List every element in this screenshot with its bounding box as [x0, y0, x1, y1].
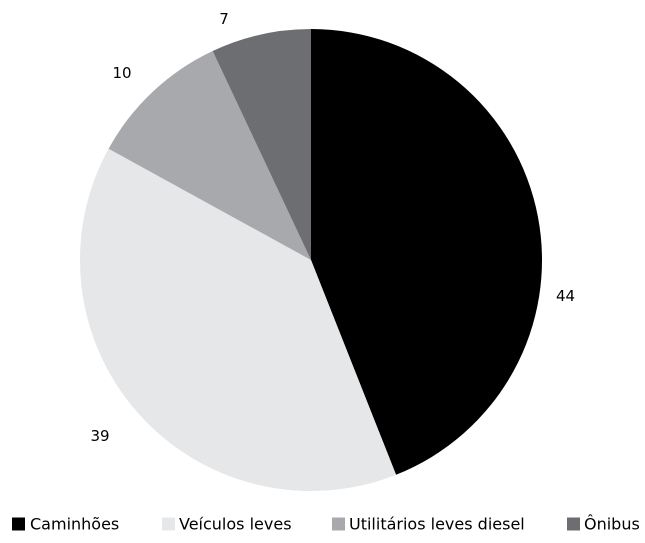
data-label-0: 44 [556, 287, 575, 305]
pie-data-labels: 44 39 10 7 [90, 10, 575, 445]
legend: Caminhões Veículos leves Utilitários leves… [12, 515, 640, 534]
legend-label-2: Utilitários leves diesel [349, 515, 525, 534]
legend-item-3: Ônibus [567, 515, 640, 534]
legend-swatch-0 [12, 517, 25, 531]
pie-slice-utilitarios-leves-diesel [108, 50, 311, 261]
data-label-3: 7 [219, 10, 229, 28]
legend-label-0: Caminhões [30, 515, 119, 534]
legend-label-1: Veículos leves [179, 515, 292, 534]
pie-slice-veiculos-leves [79, 148, 397, 492]
legend-swatch-3 [567, 517, 580, 531]
pie-slices [79, 28, 543, 492]
legend-item-0: Caminhões [12, 515, 119, 534]
legend-item-1: Veículos leves [162, 515, 292, 534]
pie-slice-onibus [212, 28, 311, 260]
legend-item-2: Utilitários leves diesel [332, 515, 525, 534]
data-label-2: 10 [112, 64, 131, 82]
legend-swatch-1 [162, 517, 175, 531]
pie-slice-caminhoes [311, 29, 543, 475]
data-label-1: 39 [90, 427, 109, 445]
legend-label-3: Ônibus [584, 515, 640, 534]
legend-swatch-2 [332, 517, 345, 531]
